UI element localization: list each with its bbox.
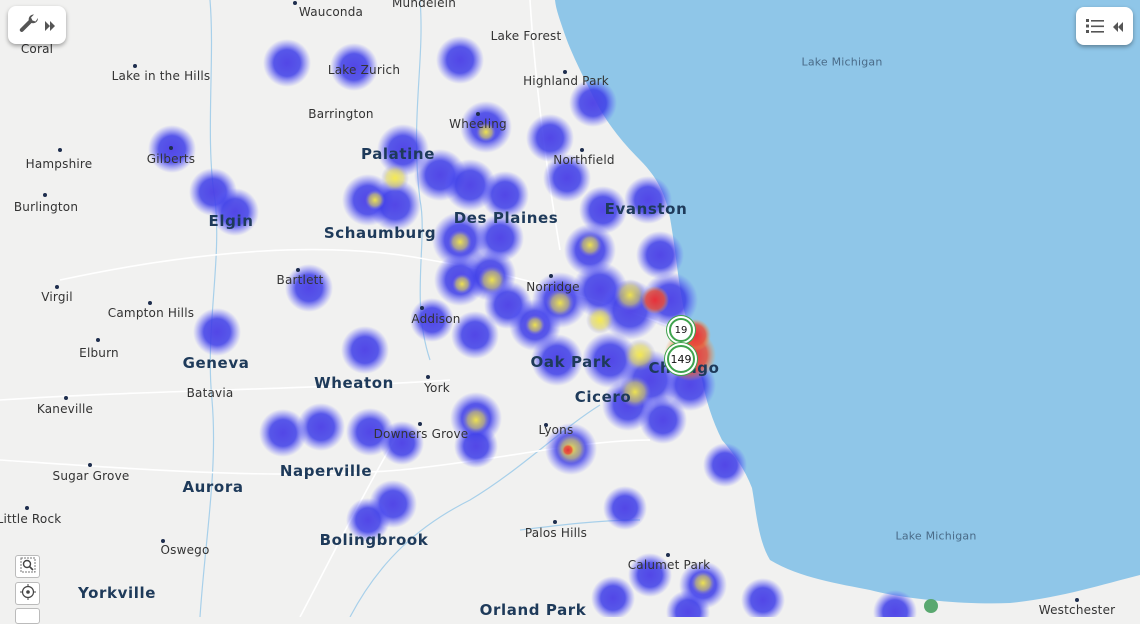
place-label: Palos Hills <box>524 526 588 540</box>
water-label: Lake Michigan <box>895 529 977 543</box>
place-dot <box>563 70 567 74</box>
place-label: York <box>424 381 450 395</box>
place-label: Coral <box>20 42 54 56</box>
place-label: Wauconda <box>298 5 364 19</box>
double-chevron-right-icon <box>44 18 56 32</box>
place-label: Geneva <box>182 354 250 372</box>
place-label: Lyons <box>538 423 574 437</box>
lake-michigan-water <box>555 0 1140 604</box>
place-dot <box>43 193 47 197</box>
place-label: Orland Park <box>479 601 587 617</box>
place-dot <box>64 396 68 400</box>
place-label: Campton Hills <box>107 306 195 320</box>
place-dot <box>544 423 548 427</box>
cluster-marker[interactable]: 19 <box>669 318 693 342</box>
place-label: Oswego <box>160 543 210 557</box>
zoom-out-button[interactable] <box>15 608 40 624</box>
tools-panel-button[interactable] <box>8 6 66 44</box>
place-label: Mundelein <box>391 0 457 10</box>
place-label: Yorkville <box>78 584 156 602</box>
legend-panel-button[interactable] <box>1076 7 1133 45</box>
place-label: Sugar Grove <box>52 469 130 483</box>
water-label: Lake Michigan <box>801 55 883 69</box>
place-dot <box>161 539 165 543</box>
place-label: Addison <box>411 312 461 326</box>
place-dot <box>169 146 173 150</box>
place-label: Palatine <box>361 145 435 163</box>
place-dot <box>666 553 670 557</box>
place-label: Norridge <box>526 280 580 294</box>
zoom-box-button[interactable] <box>15 555 40 578</box>
place-dot <box>96 338 100 342</box>
place-label: Lake Forest <box>490 29 562 43</box>
place-label: Oak Park <box>530 353 612 371</box>
double-chevron-left-icon <box>1112 19 1124 33</box>
place-label: Westchester <box>1038 603 1116 617</box>
place-label: Wheeling <box>449 117 507 131</box>
place-dot <box>426 375 430 379</box>
place-label: Lake Zurich <box>327 63 401 77</box>
place-label: Burlington <box>13 200 79 214</box>
place-label: Virgil <box>41 290 73 304</box>
place-dot <box>58 148 62 152</box>
place-dot <box>133 64 137 68</box>
place-label: Naperville <box>279 462 373 480</box>
place-label: Northfield <box>553 153 615 167</box>
wrench-icon <box>18 13 42 37</box>
place-dot <box>580 148 584 152</box>
place-label: Lake in the Hills <box>111 69 211 83</box>
place-label: Downers Grove <box>373 427 469 441</box>
place-label: Elburn <box>79 346 119 360</box>
cluster-marker[interactable]: 149 <box>667 345 695 373</box>
place-label: Wheaton <box>314 374 394 392</box>
place-label: Hampshire <box>25 157 93 171</box>
highway-marker <box>924 599 938 613</box>
place-label: Highland Park <box>523 74 609 88</box>
place-label: Little Rock <box>0 512 62 526</box>
place-dot <box>549 274 553 278</box>
place-dot <box>148 301 152 305</box>
list-icon <box>1085 18 1104 34</box>
place-label: Kaneville <box>36 402 94 416</box>
place-dot <box>25 506 29 510</box>
place-label: Elgin <box>208 212 254 230</box>
place-dot <box>293 1 297 5</box>
place-label: Evanston <box>604 200 688 218</box>
place-label: Des Plaines <box>453 209 559 227</box>
place-label: Cicero <box>574 388 632 406</box>
place-label: Bolingbrook <box>319 531 429 549</box>
place-label: Calumet Park <box>627 558 711 572</box>
heatmap-layer <box>148 36 917 617</box>
place-label: Aurora <box>182 478 244 496</box>
place-dot <box>476 112 480 116</box>
place-dot <box>1075 598 1079 602</box>
place-dot <box>296 268 300 272</box>
place-label: Barrington <box>308 107 374 121</box>
place-label: Schaumburg <box>323 224 437 242</box>
place-dot <box>420 306 424 310</box>
place-dot <box>55 285 59 289</box>
locate-icon <box>19 583 36 604</box>
place-dot <box>88 463 92 467</box>
place-label: Gilberts <box>146 152 196 166</box>
place-label: Bartlett <box>276 273 324 287</box>
place-label: Batavia <box>186 386 234 400</box>
place-dot <box>418 422 422 426</box>
locate-button[interactable] <box>15 582 40 605</box>
place-dot <box>553 520 557 524</box>
zoom-box-icon <box>20 557 36 577</box>
